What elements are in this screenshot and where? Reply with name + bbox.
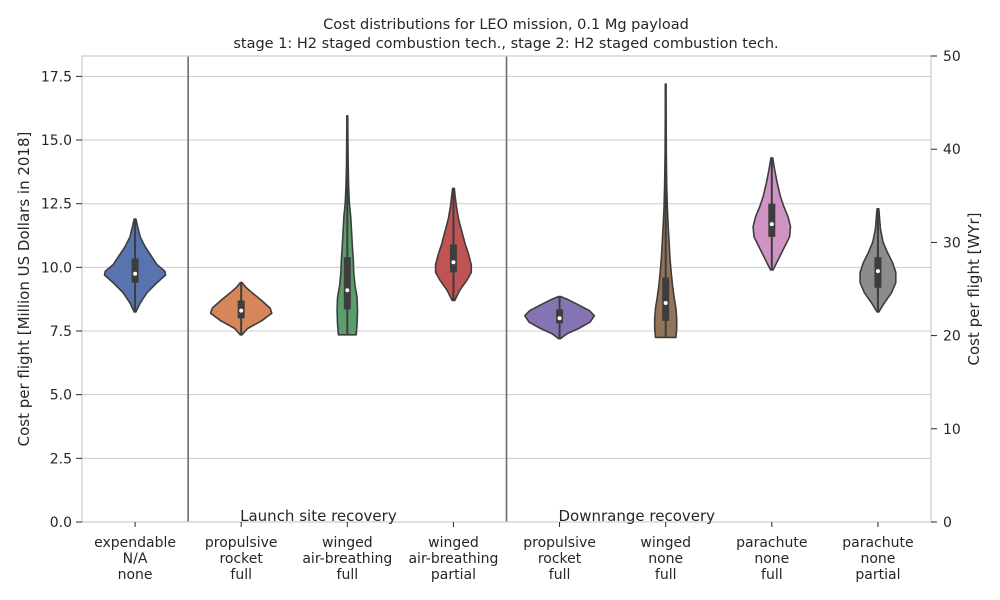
x-category-line: winged [640, 535, 691, 551]
y-tick-label: 10.0 [41, 260, 72, 276]
x-category-label: parachute none partial [842, 535, 913, 583]
x-category-line: parachute [842, 535, 913, 551]
x-category-line: full [230, 567, 252, 583]
x-category-line: air-breathing [408, 551, 498, 567]
x-category-label: winged none full [640, 535, 691, 583]
y-tick-label: 12.5 [41, 197, 72, 213]
violin-median [451, 260, 456, 265]
x-category-line: rocket [538, 551, 582, 567]
violins [103, 83, 897, 340]
x-category-line: partial [855, 567, 900, 583]
violin-median [133, 271, 138, 276]
x-category-line: winged [322, 535, 373, 551]
y-tick-label: 5.0 [50, 388, 72, 404]
x-category-line: none [118, 567, 153, 583]
x-category-label: expendable N/A none [94, 535, 176, 583]
violin-median [663, 301, 668, 306]
x-category-line: N/A [123, 551, 148, 567]
violin-median [345, 288, 350, 293]
violin-median [239, 308, 244, 313]
chart-subtitle: stage 1: H2 staged combustion tech., sta… [233, 36, 778, 52]
x-category-line: full [337, 567, 359, 583]
violin-median [875, 269, 880, 274]
y-right-tick-label: 40 [943, 142, 961, 158]
x-category-label: winged air-breathing full [302, 535, 392, 583]
y-axis-right-label: Cost per flight [WYr] [965, 213, 983, 366]
y-right-tick-label: 0 [943, 515, 952, 531]
x-category-label: parachute none full [736, 535, 807, 583]
x-category-line: air-breathing [302, 551, 392, 567]
group-dividers [187, 56, 508, 522]
y-right-tick-label: 50 [943, 49, 961, 65]
x-category-line: propulsive [205, 535, 278, 551]
x-category-line: full [761, 567, 783, 583]
x-category-line: propulsive [523, 535, 596, 551]
violin-median [557, 316, 562, 321]
violin-iqr-box [343, 257, 351, 310]
x-category-line: expendable [94, 535, 176, 551]
y-tick-label: 0.0 [50, 515, 72, 531]
y-axis-left-ticks: 0.0 2.5 5.0 7.5 10.0 12.5 15.0 17.5 [41, 69, 82, 531]
y-right-tick-label: 20 [943, 329, 961, 345]
x-category-line: winged [428, 535, 479, 551]
x-category-line: none [860, 551, 895, 567]
y-tick-label: 17.5 [41, 69, 72, 85]
x-category-line: rocket [219, 551, 263, 567]
violin-median [769, 222, 774, 227]
x-category-line: none [648, 551, 683, 567]
y-tick-label: 2.5 [50, 451, 72, 467]
x-category-line: none [754, 551, 789, 567]
violin-iqr-box [662, 277, 670, 321]
violin-iqr-box [449, 244, 457, 273]
x-category-line: full [549, 567, 571, 583]
group-labels: Launch site recovery Downrange recovery [240, 507, 715, 525]
x-category-line: parachute [736, 535, 807, 551]
y-right-tick-label: 10 [943, 422, 961, 438]
y-tick-label: 7.5 [50, 324, 72, 340]
group-label: Downrange recovery [559, 507, 716, 525]
x-category-label: propulsive rocket full [523, 535, 596, 583]
violin-iqr-box [131, 258, 139, 283]
group-label: Launch site recovery [240, 507, 397, 525]
y-axis-right-ticks: 0 10 20 30 40 50 [931, 49, 961, 531]
x-category-label: propulsive rocket full [205, 535, 278, 583]
y-axis-label: Cost per flight [Million US Dollars in 2… [15, 132, 33, 447]
plot-frame [81, 55, 932, 523]
chart-title: Cost distributions for LEO mission, 0.1 … [323, 17, 689, 33]
x-category-label: winged air-breathing partial [408, 535, 498, 583]
violin-iqr-box [768, 203, 776, 237]
y-tick-label: 15.0 [41, 133, 72, 149]
x-category-line: partial [431, 567, 476, 583]
y-right-tick-label: 30 [943, 235, 961, 251]
x-category-line: full [655, 567, 677, 583]
